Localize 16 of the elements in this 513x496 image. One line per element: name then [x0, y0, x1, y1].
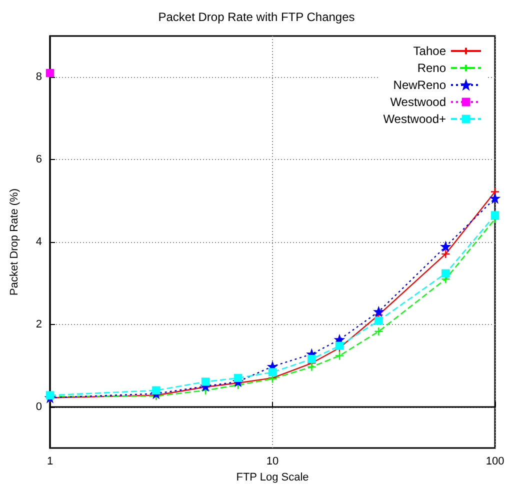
legend-label: Reno [417, 61, 446, 75]
legend-label: NewReno [393, 78, 446, 92]
legend-label: Tahoe [413, 44, 446, 58]
legend-label: Westwood+ [383, 112, 446, 126]
x-axis-title: FTP Log Scale [236, 472, 309, 484]
x-tick-label: 10 [266, 456, 279, 468]
x-tick-label: 100 [486, 456, 504, 468]
y-tick-label: 8 [36, 71, 42, 84]
y-axis-title: Packet Drop Rate (%) [8, 188, 20, 296]
y-tick-label: 2 [36, 318, 42, 330]
chart-title: Packet Drop Rate with FTP Changes [158, 10, 355, 24]
y-tick-label: 4 [36, 236, 42, 248]
y-tick-label: 6 [36, 154, 42, 166]
legend-label: Westwood [390, 95, 446, 109]
x-tick-label: 1 [46, 456, 54, 468]
y-tick-label: 0 [36, 400, 42, 413]
